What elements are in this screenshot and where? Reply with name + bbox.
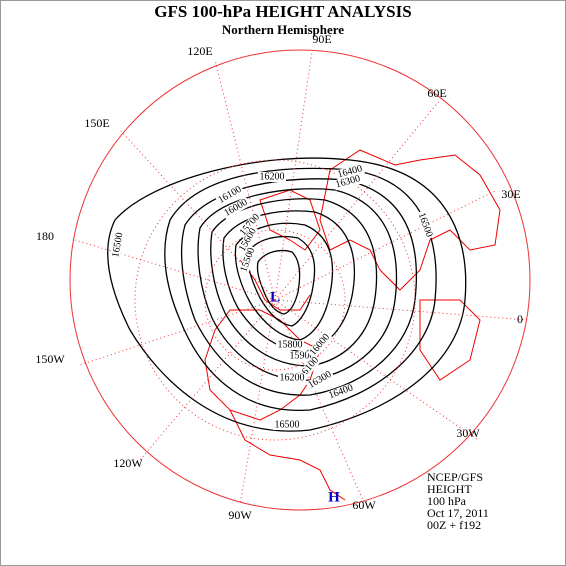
- longitude-label: 120W: [113, 456, 143, 470]
- contour-label: 15800: [278, 339, 303, 350]
- longitude-label: 60W: [352, 498, 376, 512]
- title: GFS 100-hPa HEIGHT ANALYSIS: [154, 2, 411, 21]
- longitude-label: 90E: [312, 32, 331, 46]
- contour-label-bg: [273, 420, 301, 430]
- contour-label-bg: [335, 163, 365, 181]
- contour-label-bg: [333, 173, 363, 191]
- longitude-label: 120E: [187, 44, 212, 58]
- longitude-label: 150W: [35, 352, 65, 366]
- longitude-label: 0: [517, 312, 523, 326]
- parallel: [204, 229, 346, 371]
- pressure-center: H: [328, 489, 340, 505]
- contour-label-bg: [258, 172, 286, 182]
- contour-label-bg: [110, 230, 126, 260]
- contour-label-bg: [276, 340, 304, 350]
- contour-label-bg: [215, 183, 245, 207]
- contour-label-bg: [236, 225, 260, 255]
- longitude-label: 30E: [501, 187, 520, 201]
- meridian: [139, 299, 276, 461]
- contour-label-bg: [288, 351, 316, 361]
- meridian: [274, 51, 313, 301]
- parallel: [134, 159, 416, 441]
- longitude-label: 150E: [84, 116, 109, 130]
- longitude-label: 90W: [228, 508, 252, 522]
- info-line: HEIGHT: [427, 482, 472, 496]
- contour-label-bg: [238, 245, 258, 275]
- info-line: 00Z + f192: [427, 518, 481, 532]
- longitude-label: 60E: [427, 86, 446, 100]
- map-boundary: [69, 49, 531, 511]
- contour-label: 16500: [110, 232, 125, 259]
- info-line: 100 hPa: [427, 494, 467, 508]
- subtitle: Northern Hemisphere: [222, 22, 344, 37]
- info-line: Oct 17, 2011: [427, 506, 489, 520]
- meridian: [74, 239, 276, 301]
- contour-label-bg: [278, 373, 306, 383]
- info-line: NCEP/GFS: [427, 470, 483, 484]
- contour-label-bg: [237, 211, 263, 239]
- contour-label: 15900: [290, 350, 315, 361]
- contour-label: 16500: [275, 419, 300, 430]
- contour-label: 16200: [260, 171, 285, 182]
- contour-label-bg: [307, 331, 333, 359]
- contour-label: 16200: [280, 372, 305, 383]
- contour-label-bg: [305, 368, 335, 392]
- contour-label-bg: [415, 210, 435, 240]
- contour-label-bg: [221, 196, 251, 220]
- contours: [107, 157, 467, 432]
- pressure-center: L: [270, 289, 280, 305]
- graticule: [74, 51, 529, 506]
- meridian: [274, 99, 441, 301]
- longitude-label: 30W: [456, 426, 480, 440]
- contour-label-bg: [326, 382, 356, 402]
- longitude-label: 180: [36, 229, 54, 243]
